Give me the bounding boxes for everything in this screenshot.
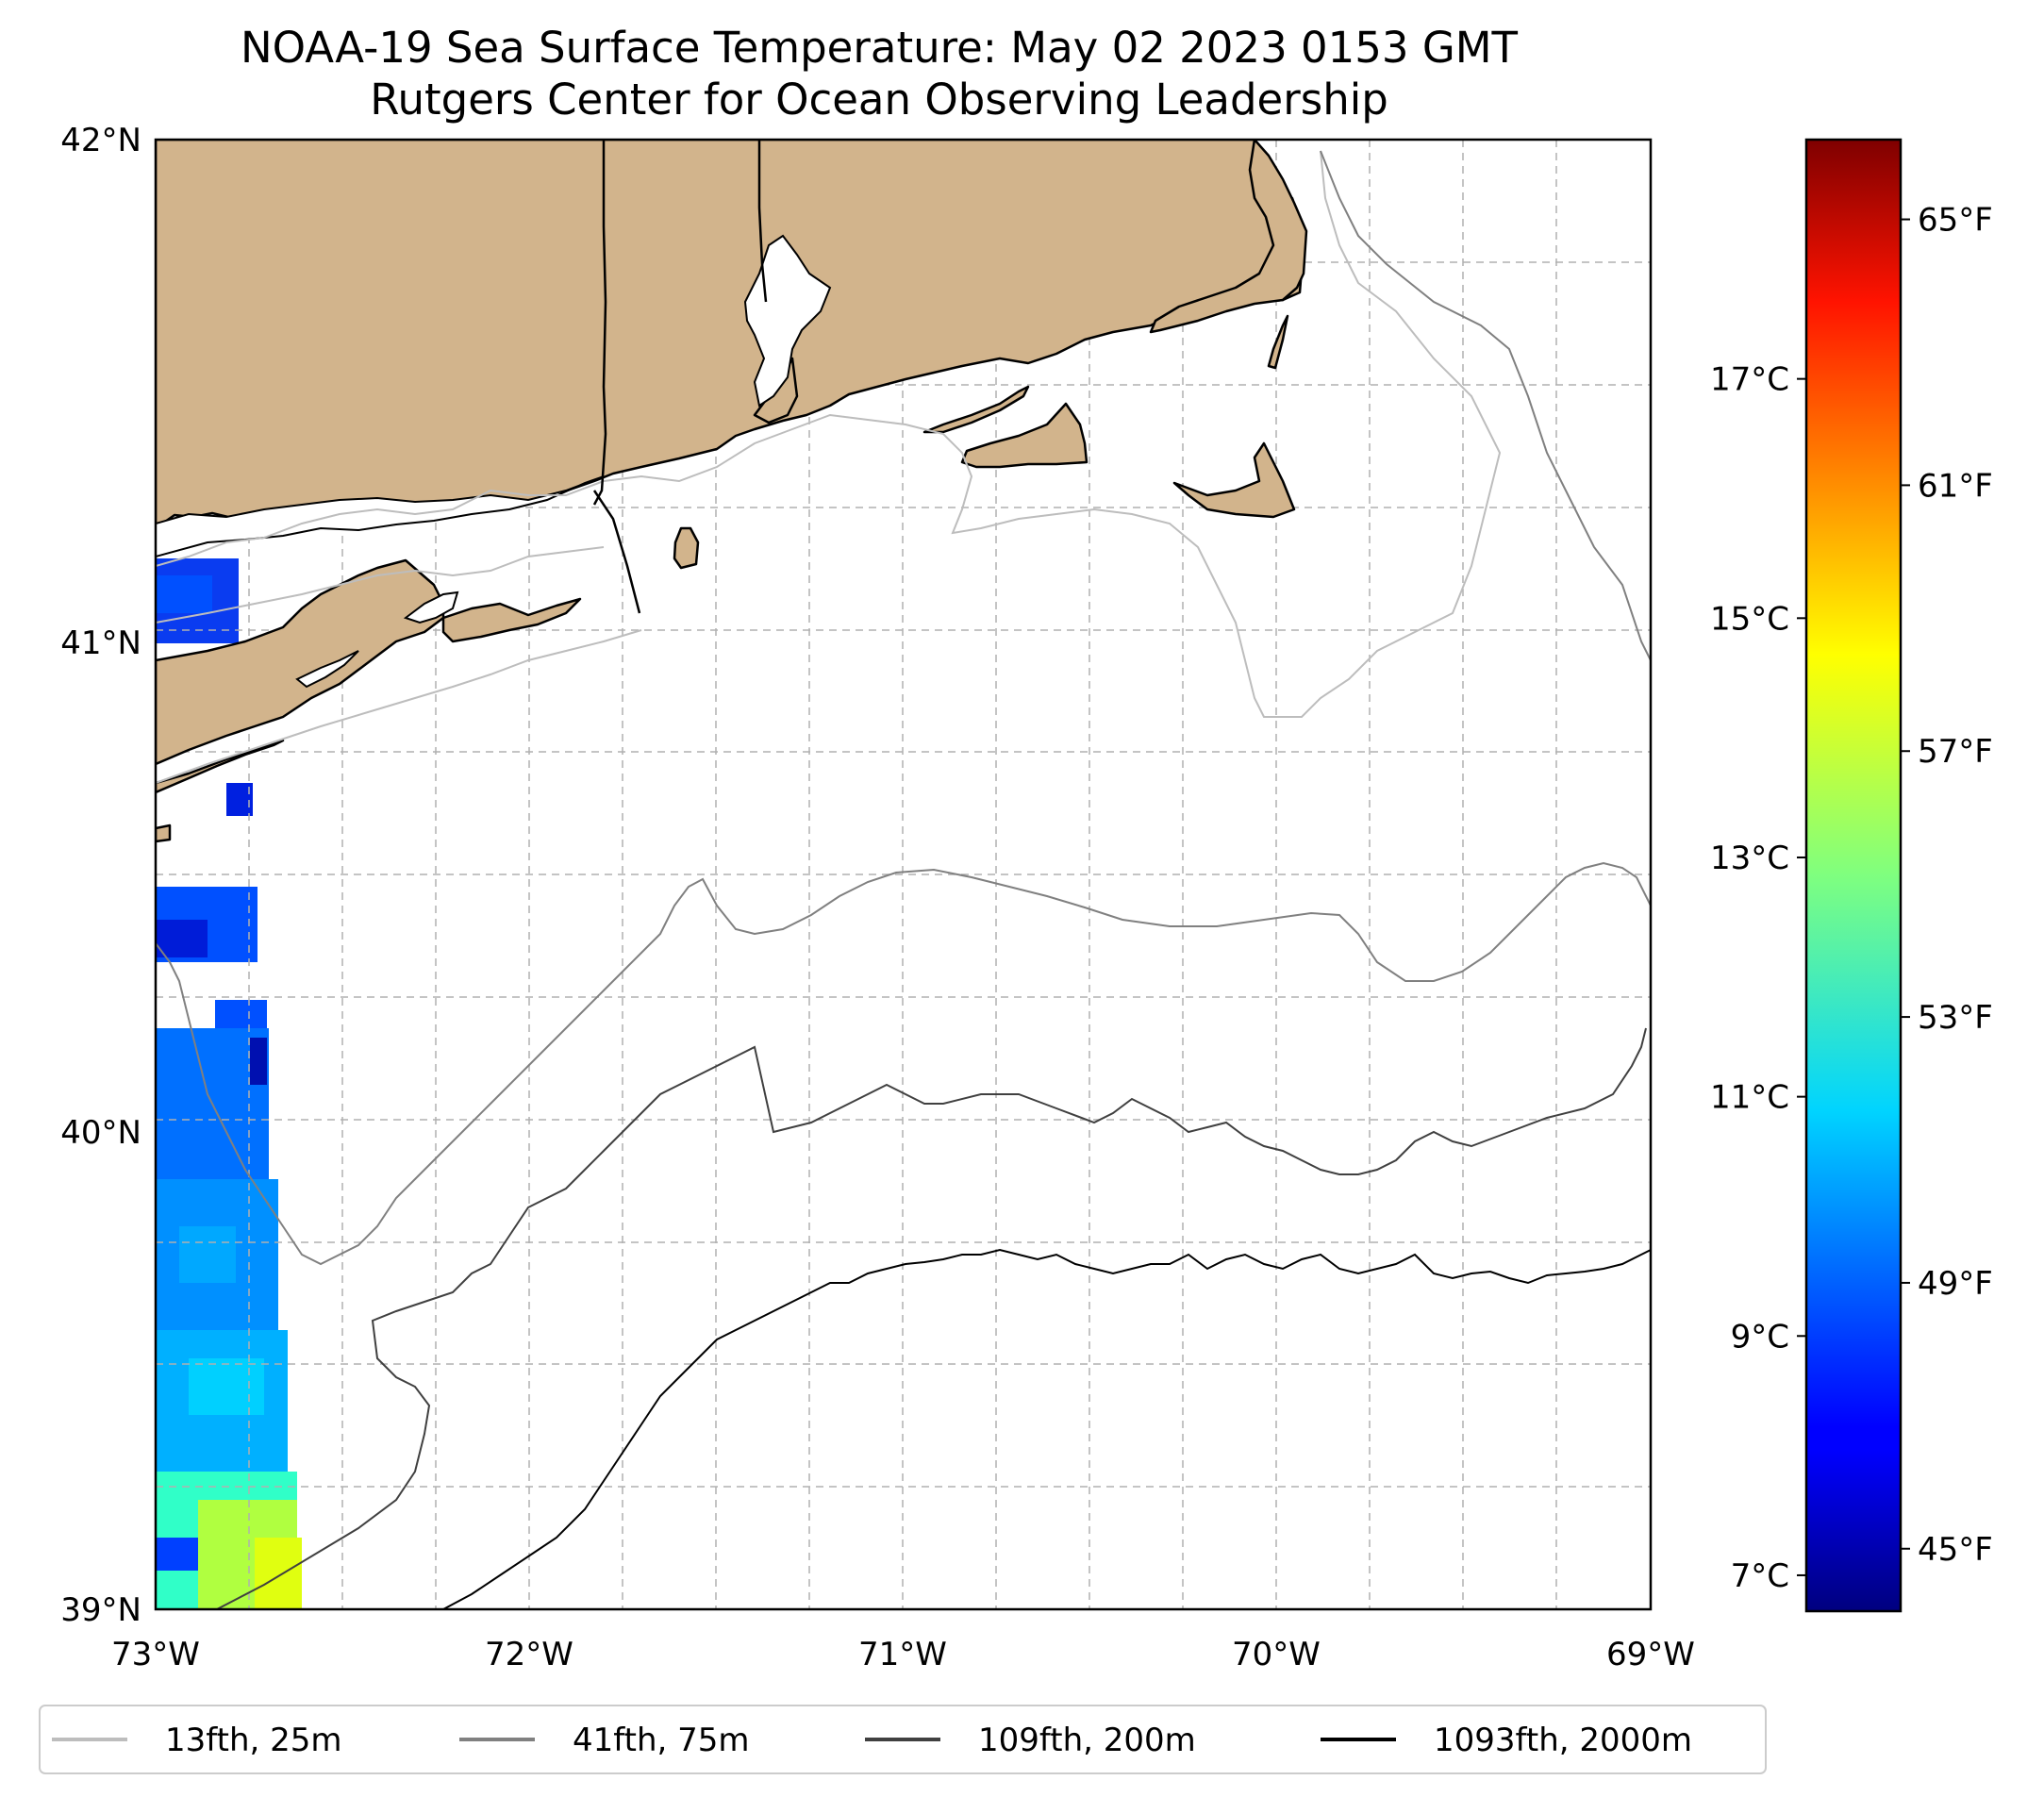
map-plot-area	[156, 140, 1651, 1609]
sst-pixel-block	[250, 1038, 267, 1085]
sst-pixel-block	[179, 1226, 236, 1283]
colorbar: 7°C 9°C 11°C 13°C 15°C 17°C 45°F 49°F 53°F 57°F 6…	[1710, 138, 1993, 1613]
map-title: NOAA-19 Sea Surface Temperature: May 02 …	[241, 23, 1519, 73]
celsius-tick-label: 7°C	[1731, 1557, 1789, 1595]
colorbar-gradient	[1806, 140, 1901, 1611]
x-tick-label: 69°W	[1606, 1636, 1695, 1673]
y-tick-label: 39°N	[60, 1591, 141, 1629]
colorbar-fahrenheit-ticks: 45°F 49°F 53°F 57°F 61°F 65°F	[1901, 202, 1993, 1569]
fahrenheit-tick-label: 53°F	[1918, 999, 1993, 1037]
sst-pixel-block	[255, 1538, 302, 1609]
colorbar-frame	[1804, 138, 1903, 1613]
legend-item: 41fth, 75m	[459, 1722, 750, 1759]
narragansett-bay	[743, 234, 832, 408]
legend-item: 109fth, 200m	[865, 1722, 1196, 1759]
legend-label: 1093fth, 2000m	[1434, 1722, 1692, 1759]
legend-label: 41fth, 75m	[573, 1722, 750, 1759]
block-island	[673, 526, 700, 570]
fahrenheit-tick-label: 49°F	[1918, 1265, 1993, 1303]
y-tick-label: 42°N	[60, 122, 141, 159]
legend-label: 13fth, 25m	[165, 1722, 342, 1759]
land-masses	[156, 140, 1308, 843]
y-tick-label: 41°N	[60, 624, 141, 662]
x-tick-label: 72°W	[485, 1636, 573, 1673]
cape-cod	[1149, 140, 1308, 334]
marthas-vineyard	[960, 402, 1088, 469]
fahrenheit-tick-label: 57°F	[1918, 733, 1993, 771]
celsius-tick-label: 11°C	[1710, 1079, 1789, 1117]
x-axis-ticks: 73°W 72°W 71°W 70°W 69°W	[111, 1636, 1695, 1673]
elizabeth-islands	[922, 385, 1030, 434]
legend-item: 13fth, 25m	[52, 1722, 342, 1759]
bathymetry-25m	[156, 150, 1502, 784]
long-island-south-fork	[441, 597, 582, 643]
bathymetry-legend: 13fth, 25m 41fth, 75m 109fth, 200m 1093f…	[39, 1705, 1767, 1774]
x-tick-label: 71°W	[858, 1636, 947, 1673]
bathymetry-200m	[216, 1027, 1647, 1609]
legend-item: 1093fth, 2000m	[1321, 1722, 1692, 1759]
sst-pixel-block	[189, 1358, 264, 1415]
legend-label: 109fth, 200m	[978, 1722, 1196, 1759]
sst-pixel-block	[156, 920, 208, 957]
x-tick-label: 73°W	[111, 1636, 200, 1673]
colorbar-celsius-ticks: 7°C 9°C 11°C 13°C 15°C 17°C	[1710, 361, 1806, 1595]
bathymetry-2000m	[442, 1248, 1651, 1609]
fahrenheit-tick-label: 61°F	[1918, 467, 1993, 505]
bathymetry-75m	[156, 150, 1651, 1266]
map-subtitle: Rutgers Center for Ocean Observing Leade…	[370, 75, 1388, 125]
fahrenheit-tick-label: 45°F	[1918, 1531, 1993, 1569]
staten-ny-coast	[156, 739, 285, 794]
x-tick-label: 70°W	[1232, 1636, 1321, 1673]
celsius-tick-label: 17°C	[1710, 361, 1789, 399]
fahrenheit-tick-label: 65°F	[1918, 202, 1993, 240]
celsius-tick-label: 9°C	[1731, 1318, 1789, 1356]
peconic-bay	[403, 591, 459, 624]
y-tick-label: 40°N	[60, 1114, 141, 1152]
map-frame	[154, 138, 1653, 1611]
ny-shore-island	[156, 824, 172, 843]
nantucket	[1172, 441, 1296, 519]
sst-pixel-block	[156, 1538, 198, 1571]
monomoy-island	[1267, 314, 1289, 370]
great-south-bay	[295, 650, 359, 689]
celsius-tick-label: 15°C	[1710, 600, 1789, 638]
state-borders	[592, 140, 768, 614]
sst-pixel-block	[156, 575, 212, 613]
y-axis-ticks: 42°N 41°N 40°N 39°N	[60, 122, 141, 1629]
celsius-tick-label: 13°C	[1710, 840, 1789, 877]
